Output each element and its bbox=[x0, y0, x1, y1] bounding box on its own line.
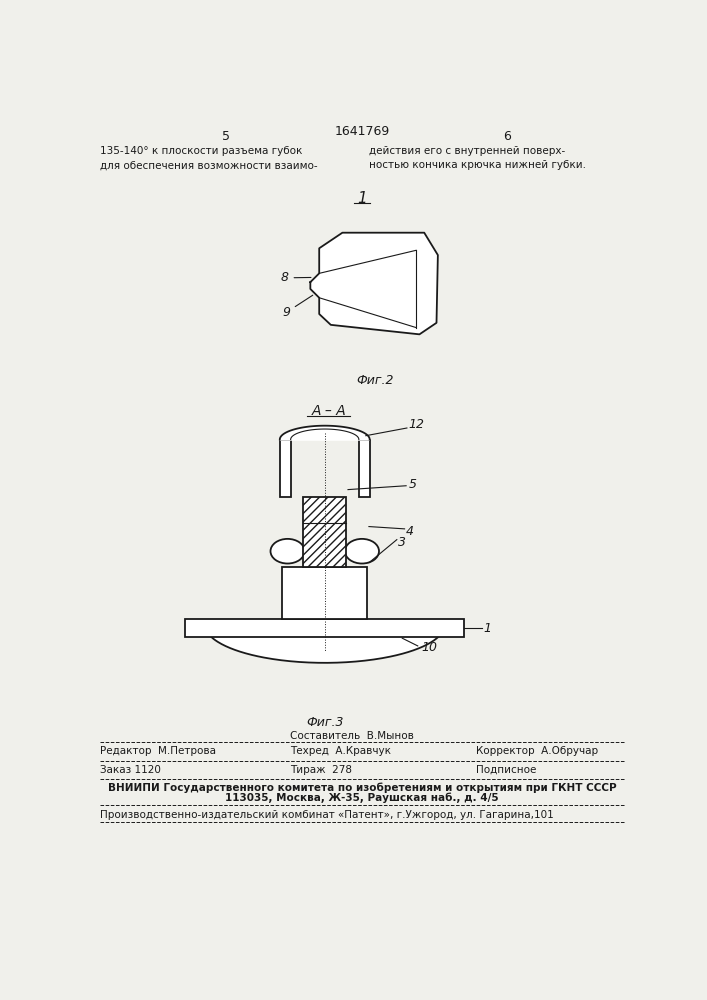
Text: 1641769: 1641769 bbox=[334, 125, 390, 138]
Bar bbox=[280, 440, 291, 497]
Polygon shape bbox=[204, 624, 445, 663]
Text: 9: 9 bbox=[282, 295, 312, 319]
Text: Подписное: Подписное bbox=[476, 765, 536, 775]
Text: 4: 4 bbox=[406, 525, 414, 538]
Text: действия его с внутренней поверх-
ностью кончика крючка нижней губки.: действия его с внутренней поверх- ностью… bbox=[369, 146, 586, 170]
Text: 6: 6 bbox=[503, 130, 511, 143]
Text: 12: 12 bbox=[409, 418, 424, 431]
Text: Техред  А.Кравчук: Техред А.Кравчук bbox=[290, 746, 391, 756]
Polygon shape bbox=[280, 426, 370, 440]
Text: Корректор  А.Обручар: Корректор А.Обручар bbox=[476, 746, 598, 756]
Text: 1: 1 bbox=[484, 622, 491, 635]
Text: Тираж  278: Тираж 278 bbox=[290, 765, 352, 775]
Text: A – A: A – A bbox=[311, 404, 346, 418]
Ellipse shape bbox=[345, 539, 379, 564]
Text: Производственно-издательский комбинат «Патент», г.Ужгород, ул. Гагарина,101: Производственно-издательский комбинат «П… bbox=[100, 810, 554, 820]
Bar bbox=[359, 440, 370, 497]
Text: 10: 10 bbox=[421, 641, 438, 654]
Text: 8: 8 bbox=[281, 271, 311, 284]
Text: Составитель  В.Мынов: Составитель В.Мынов bbox=[290, 731, 414, 741]
Text: Редактор  М.Петрова: Редактор М.Петрова bbox=[100, 746, 216, 756]
Ellipse shape bbox=[271, 539, 305, 564]
Text: 5: 5 bbox=[409, 478, 416, 491]
Text: Фиг.3: Фиг.3 bbox=[306, 716, 344, 729]
Text: 135-140° к плоскости разъема губок
для обеспечения возможности взаимо-: 135-140° к плоскости разъема губок для о… bbox=[100, 146, 317, 170]
Text: ВНИИПИ Государственного комитета по изобретениям и открытиям при ГКНТ СССР: ВНИИПИ Государственного комитета по изоб… bbox=[107, 782, 617, 793]
Bar bbox=[303, 497, 346, 567]
Polygon shape bbox=[310, 233, 438, 334]
Text: 1: 1 bbox=[357, 191, 367, 206]
Text: Фиг.2: Фиг.2 bbox=[356, 374, 394, 387]
Bar bbox=[282, 567, 368, 619]
Bar bbox=[185, 619, 464, 637]
Text: 3: 3 bbox=[398, 536, 407, 549]
Text: Заказ 1120: Заказ 1120 bbox=[100, 765, 161, 775]
Text: 113035, Москва, Ж-35, Раушская наб., д. 4/5: 113035, Москва, Ж-35, Раушская наб., д. … bbox=[225, 792, 498, 803]
Text: 5: 5 bbox=[221, 130, 230, 143]
